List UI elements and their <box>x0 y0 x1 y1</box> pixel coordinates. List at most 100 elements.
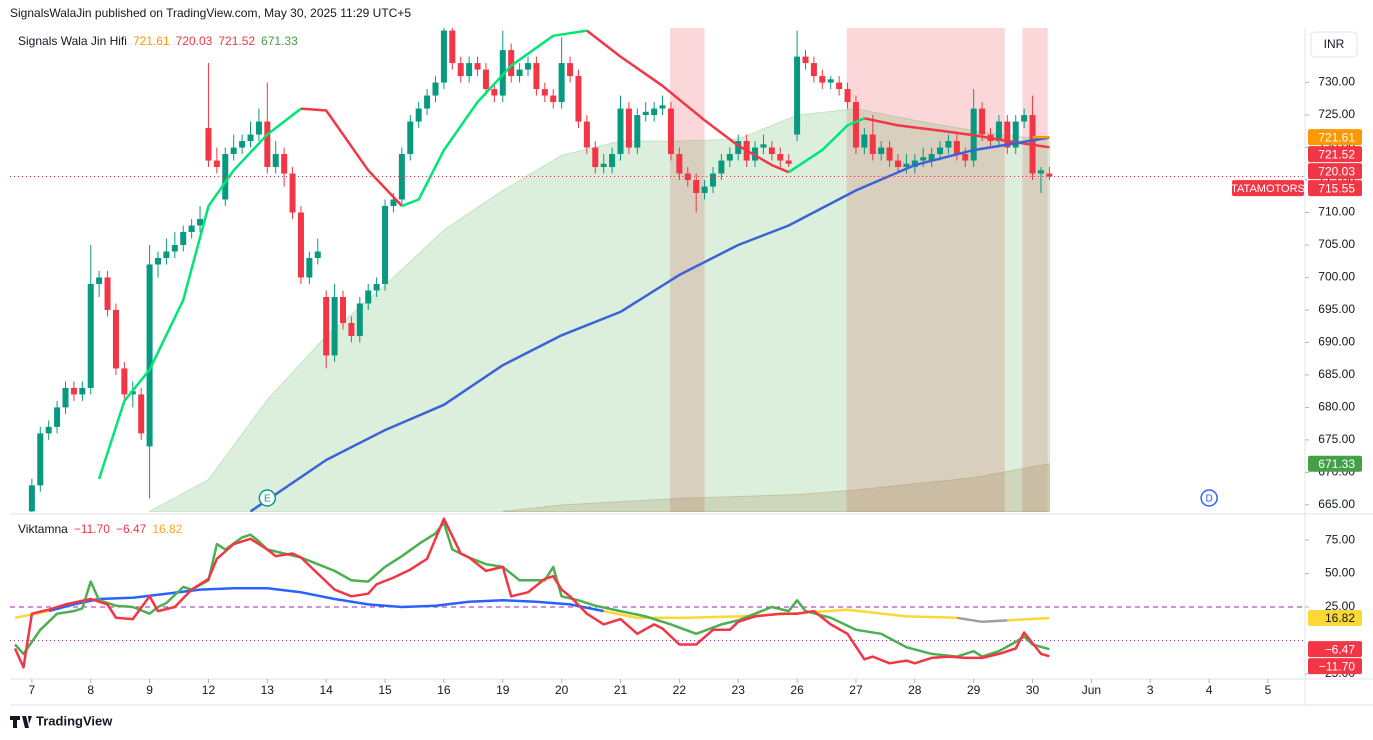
indicator-line <box>1007 616 1050 622</box>
candle-body <box>995 121 1002 142</box>
candle-body <box>768 147 775 155</box>
legend-value: 721.52 <box>218 34 255 48</box>
candle-body <box>112 309 119 369</box>
candle-body <box>920 157 927 161</box>
signal-zone <box>846 28 1005 512</box>
x-tick-label: 30 <box>1026 683 1040 697</box>
candle-body <box>525 63 531 70</box>
symbol-tag <box>1232 180 1304 197</box>
candle-body <box>567 63 574 77</box>
candle-body <box>508 50 515 77</box>
candle-body <box>869 134 876 155</box>
price-tag-label: 16.82 <box>1325 611 1355 625</box>
candle-body <box>171 244 178 252</box>
y-tick-label: 700.00 <box>1318 270 1355 284</box>
candle-body <box>642 111 649 116</box>
candle-body <box>979 108 986 135</box>
candle-body <box>617 108 624 155</box>
candle-body <box>180 231 187 245</box>
candle-body <box>264 121 271 168</box>
candle-body <box>575 76 582 122</box>
legend-value: 720.03 <box>176 34 213 48</box>
candle-body <box>373 283 380 291</box>
candle-body <box>836 82 843 90</box>
y-tick-label: 685.00 <box>1318 367 1355 381</box>
indicator-line <box>48 587 604 613</box>
candle-body <box>592 147 599 168</box>
candle-body <box>482 69 489 90</box>
x-tick-label: 8 <box>87 683 94 697</box>
candle-body <box>550 95 557 103</box>
indicator-line <box>97 107 302 480</box>
candle-body <box>533 63 540 90</box>
candle-body <box>516 69 523 77</box>
candle-body <box>937 147 944 155</box>
candle-body <box>247 134 254 142</box>
event-label: E <box>264 494 271 505</box>
brand: TradingView <box>36 713 113 728</box>
candle-body <box>163 251 170 258</box>
x-tick-label: 21 <box>614 683 628 697</box>
candle-body <box>718 160 725 174</box>
event-label: D <box>1206 494 1213 505</box>
candle-body <box>701 186 708 194</box>
y-tick-label: 705.00 <box>1318 237 1355 251</box>
candle-body <box>667 108 674 155</box>
candle-body <box>634 115 641 148</box>
x-tick-label: 7 <box>29 683 36 697</box>
candle-body <box>54 407 61 427</box>
y-tick-label: 730.00 <box>1318 75 1355 89</box>
indicator-line <box>956 616 1008 624</box>
candle-body <box>491 89 498 96</box>
x-tick-label: 15 <box>378 683 392 697</box>
candle-body <box>911 160 918 168</box>
candle-body <box>1004 121 1011 148</box>
currency-button[interactable] <box>1310 31 1358 58</box>
cloud-band <box>502 463 1050 512</box>
y-tick-label: 665.00 <box>1318 497 1355 511</box>
indicator-line <box>401 29 588 208</box>
x-tick-label: Jun <box>1082 683 1101 697</box>
candle-body <box>785 160 792 164</box>
candle-body <box>777 154 784 161</box>
candle-body <box>541 89 548 96</box>
candle-body <box>440 30 447 83</box>
price-tag-label: 715.55 <box>1318 181 1355 195</box>
candle-body <box>96 277 103 284</box>
y-tick-label: 680.00 <box>1318 400 1355 414</box>
price-tag <box>1308 658 1362 675</box>
legend-value: 16.82 <box>152 522 182 536</box>
candle-body <box>230 147 237 155</box>
candle-body <box>289 173 296 213</box>
candle-body <box>735 141 742 155</box>
overlay: E D 7 8 9 12 13 14 15 16 19 20 21 22 23 26 27 28 29 30 Jun 3 4… <box>18 34 1362 697</box>
legend: Signals Wala Jin Hifi 721.61 720.03 721.52 6… <box>18 34 298 48</box>
candle-body <box>583 121 590 148</box>
candle-body <box>415 108 422 122</box>
price-tag-label: −11.70 <box>1319 659 1355 673</box>
candle-body <box>382 206 389 284</box>
candle-body <box>1021 115 1028 122</box>
legend-value: 671.33 <box>261 34 298 48</box>
candle-body <box>760 144 767 148</box>
x-tick-label: 27 <box>849 683 863 697</box>
candle-body <box>255 121 262 135</box>
candle-body <box>499 50 506 96</box>
candle-body <box>398 154 405 200</box>
price-tag <box>1308 146 1362 163</box>
candle-body <box>928 154 935 161</box>
currency[interactable]: INR <box>1324 37 1345 51</box>
x-tick-label: 20 <box>555 683 569 697</box>
candle-body <box>62 387 69 408</box>
indicator-line <box>300 107 403 207</box>
y-tick-label: 75.00 <box>1325 532 1355 546</box>
price-tag <box>1308 129 1362 146</box>
candle-body <box>70 387 77 395</box>
candle-body <box>205 128 212 161</box>
y-tick-label: 50.00 <box>1325 566 1355 580</box>
indicator-line <box>14 521 1050 658</box>
candle-body <box>222 154 229 200</box>
price-pane <box>10 28 1305 512</box>
x-tick-label: 14 <box>320 683 334 697</box>
y-tick-label: 675.00 <box>1318 432 1355 446</box>
